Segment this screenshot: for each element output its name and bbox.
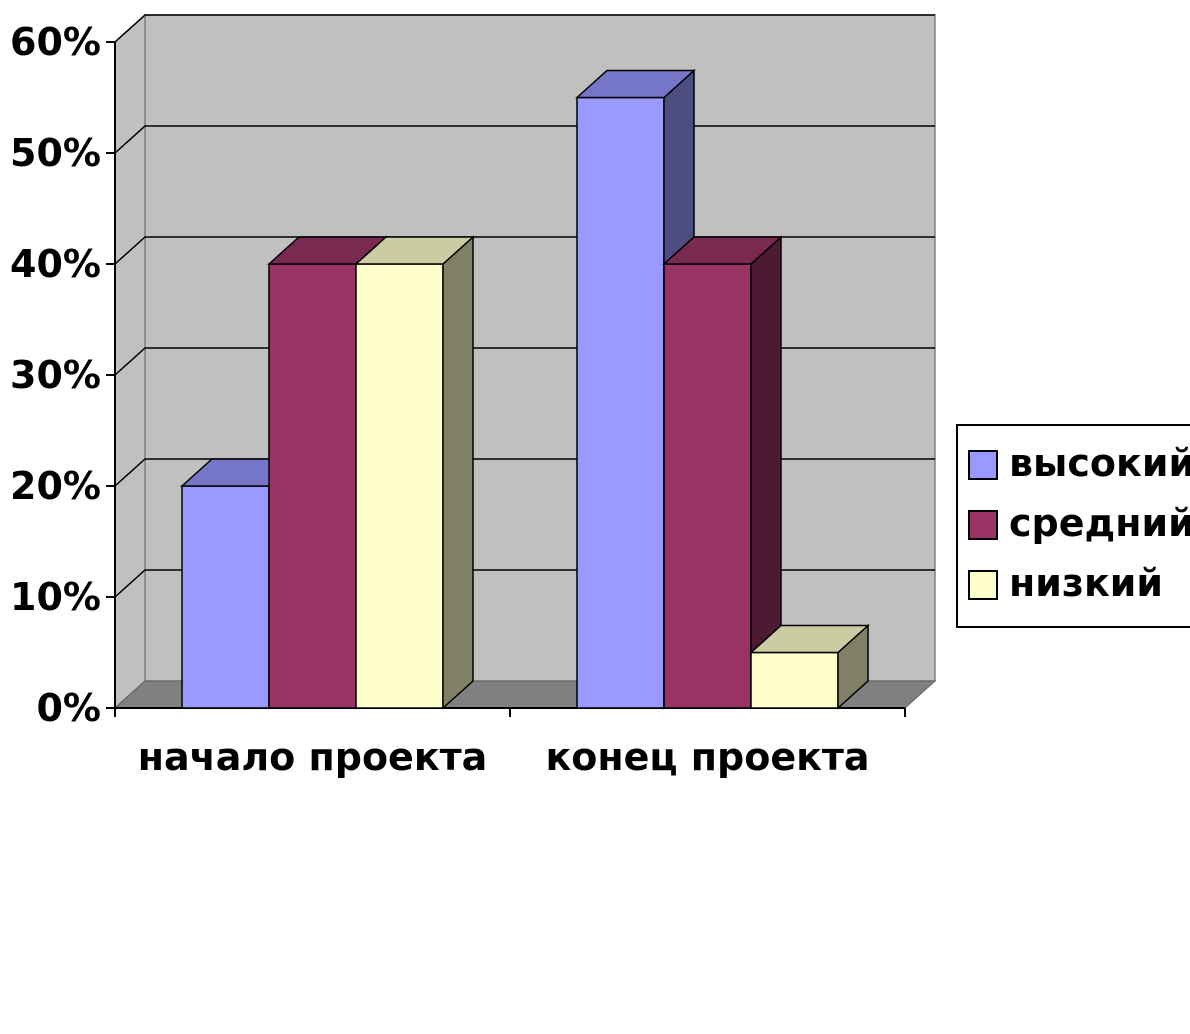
y-tick-label: 10% xyxy=(10,575,101,619)
bar-side xyxy=(442,235,474,710)
bars xyxy=(180,68,870,710)
bar xyxy=(749,623,870,710)
bar-front xyxy=(181,485,270,709)
y-axis-tick-labels: 0% 10% 20% 30% 40% 50% 60% xyxy=(10,20,101,730)
y-tick-label: 30% xyxy=(10,353,101,397)
legend: высокий средний низкий xyxy=(956,424,1190,628)
x-axis-category-labels: начало проекта конец проекта xyxy=(138,735,870,779)
legend-label: низкий xyxy=(1009,561,1163,605)
y-tick-label: 20% xyxy=(10,464,101,508)
legend-label: высокий xyxy=(1009,441,1190,485)
legend-swatch xyxy=(968,450,998,480)
legend-label: средний xyxy=(1009,501,1190,545)
bar-front xyxy=(576,96,665,709)
gridline xyxy=(114,14,935,43)
bar-top xyxy=(575,69,696,99)
bar-front xyxy=(268,263,357,709)
bar-front xyxy=(663,263,752,709)
legend-swatch xyxy=(968,570,998,600)
bar-front xyxy=(355,263,444,709)
y-tick-label: 60% xyxy=(10,20,101,64)
bar-top xyxy=(749,624,870,654)
legend-swatch xyxy=(968,510,998,540)
bar-top xyxy=(662,236,783,265)
bar xyxy=(662,235,783,710)
y-tick-label: 40% xyxy=(10,242,101,286)
y-tick-label: 50% xyxy=(10,131,101,175)
x-category-label: конец проекта xyxy=(545,735,869,779)
bar-top xyxy=(354,236,475,265)
bar-front xyxy=(750,651,839,709)
y-tick-label: 0% xyxy=(36,686,101,730)
bar xyxy=(354,235,475,710)
x-category-label: начало проекта xyxy=(138,735,488,779)
